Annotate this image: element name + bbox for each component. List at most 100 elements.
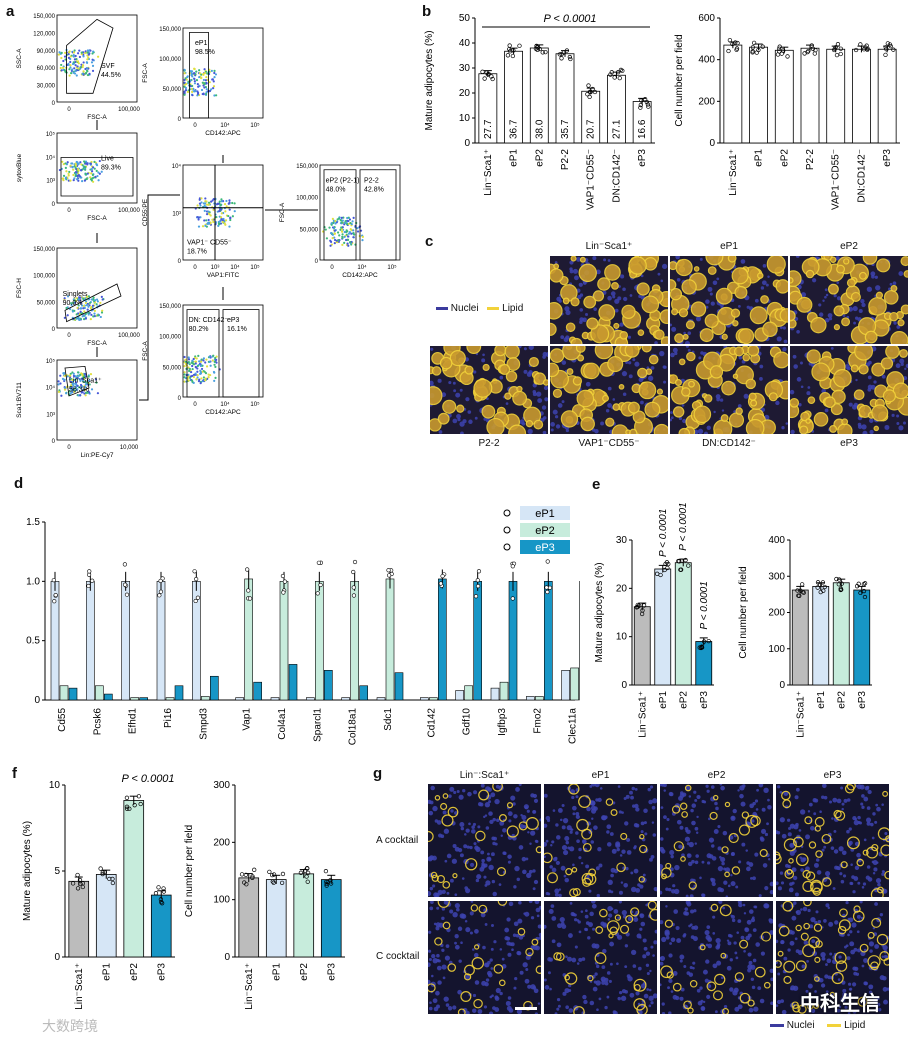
lipid-droplet [581,828,593,840]
lipid-droplet [672,982,682,992]
g-image-a-lin [428,784,541,897]
nucleus [875,877,882,884]
nucleus [655,888,657,892]
flow-event [90,313,93,316]
x-tick-label: Lin⁻Sca1⁺ [74,963,85,1010]
flow-xlabel: FSC-A [87,215,107,222]
flow-event [212,85,216,88]
lipid-droplet [612,403,621,411]
nucleus [676,277,681,282]
nucleus [696,815,699,819]
nucleus [715,937,721,944]
bar-0 [791,589,809,686]
flow-event [343,241,346,244]
nucleus [591,784,597,787]
nucleus [428,979,431,985]
bar-Fmo2-eP2 [535,696,544,701]
nucleus [458,959,462,963]
flow-event [70,391,73,394]
data-point [192,569,197,574]
nucleus [522,824,526,829]
flow-event [84,312,87,315]
bar-2 [123,800,145,958]
flow-event [346,230,349,233]
bar-value-label: 27.1 [611,119,622,139]
flow-event [213,71,216,75]
nucleus [866,806,871,810]
x-tick-label: Lin⁻Sca1⁺ [728,149,739,196]
lipid-droplet [681,279,697,295]
y-tick-label: 100 [768,644,785,655]
data-point [683,557,688,563]
nucleus [556,1007,560,1011]
nucleus [858,308,863,314]
nucleus [779,871,784,875]
nucleus [727,884,731,888]
nucleus [665,935,670,940]
nucleus [715,394,721,399]
flow-event [200,88,204,92]
lipid-droplet [766,256,786,274]
nucleus [495,987,501,994]
nucleus [537,398,543,404]
lipid-droplet [834,951,847,964]
lipid-droplet [706,981,717,992]
flow-event [341,233,344,236]
flow-event [214,376,217,380]
nucleus [689,965,693,970]
flow-xtick: 0 [67,107,71,113]
lipid-droplet [463,973,472,981]
data-point [267,869,272,875]
lipid-droplet [688,881,697,890]
nucleus [630,795,634,800]
flow-event [337,217,341,220]
flow-event [361,239,364,242]
flow-event [221,219,224,222]
flow-event [187,360,190,364]
flow-event [228,199,231,202]
nucleus [840,786,844,790]
lipid-droplet [727,256,737,263]
lipid-droplet [647,901,657,910]
nucleus [465,1010,470,1014]
lipid-droplet [776,960,782,968]
nucleus [731,914,735,919]
nucleus [545,891,549,896]
flow-event [197,225,201,228]
watermark-left: 大数跨境 [42,1018,98,1034]
g-col-label-3: eP3 [823,770,842,781]
nucleus [893,321,897,325]
nucleus [607,386,612,391]
nucleus [739,793,744,799]
nucleus [437,980,442,985]
flow-event [76,377,79,380]
lipid-droplet [858,271,867,280]
nucleus [881,955,885,958]
nucleus [500,834,503,837]
nucleus [675,925,680,931]
y-tick-label: 40 [459,38,471,49]
lipid-droplet [555,952,565,962]
flow-event [218,200,221,203]
x-tick-label: eP2 [678,691,689,709]
lipid-droplet [846,784,856,791]
lipid-droplet [745,418,765,434]
data-point [505,53,511,58]
flow-event [187,80,190,83]
nucleus [846,798,851,802]
micrograph-texture [550,256,668,344]
flow-event [60,51,63,54]
nucleus [471,829,476,834]
lipid-droplet [632,410,646,424]
data-point [138,801,143,807]
nucleus [562,849,569,856]
nucleus [827,906,831,910]
flow-event [91,58,94,61]
data-point [484,70,489,75]
flow-xtick: 0 [330,265,334,271]
flow-event [343,235,346,239]
nucleus [620,274,625,279]
nucleus [483,815,486,819]
nucleus [695,854,699,858]
